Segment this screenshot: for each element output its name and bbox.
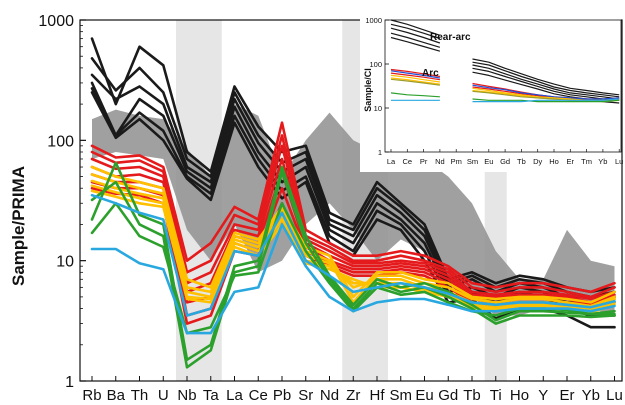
main-series-line-3 xyxy=(90,81,616,304)
main-x-tick-label: Eu xyxy=(415,387,433,404)
inset-series-line-12 xyxy=(391,98,620,103)
main-x-tick-label: Ta xyxy=(203,387,220,404)
main-series-line-7 xyxy=(90,134,616,299)
main-x-tick-label: Gd xyxy=(438,387,458,404)
main-series-line-6 xyxy=(90,121,616,294)
main-x-tick-label: Sr xyxy=(298,387,313,404)
main-x-tick-label: Rb xyxy=(82,387,101,404)
main-x-tick-label: Zr xyxy=(346,387,360,404)
main-series-line-21 xyxy=(90,223,616,335)
main-x-tick-label: Nb xyxy=(177,387,196,404)
main-series-line-18 xyxy=(90,170,616,369)
inset-x-tick-label: Er xyxy=(567,157,575,166)
inset-x-tick-label: Ce xyxy=(403,157,413,166)
main-y-tick-label: 1000 xyxy=(38,13,74,30)
inset-y-tick-label: 1000 xyxy=(365,16,382,25)
main-y-axis-label: Sample/PRIMA xyxy=(9,166,28,286)
inset-x-tick-label: Yb xyxy=(598,157,607,166)
main-series-line-1 xyxy=(90,57,616,299)
inset-y-axis-label: Sample/CI xyxy=(363,68,373,112)
inset-chart: 1 10 100 1000 La Ce Pr Nd Pm Sm Eu Gd Tb Dy Ho Er Tm Yb Lu… xyxy=(360,16,623,172)
main-x-tick-label: Yb xyxy=(582,387,600,404)
main-series-line-22 xyxy=(90,193,616,317)
inset-x-tick-label: Nd xyxy=(435,157,445,166)
main-series-line-2 xyxy=(90,73,616,299)
inset-x-tick-label: Sm xyxy=(467,157,478,166)
inset-y-tick-label: 1 xyxy=(378,148,382,157)
main-y-tick-label: 100 xyxy=(47,133,74,150)
main-y-tick-label: 1 xyxy=(65,374,74,391)
main-series-group xyxy=(90,37,616,369)
inset-x-tick-label: Tm xyxy=(581,157,592,166)
inset-x-tick-label: Pm xyxy=(451,157,462,166)
main-x-tick-label: La xyxy=(226,387,243,404)
inset-x-tick-label: Eu xyxy=(484,157,493,166)
inset-axes: 1 10 100 1000 La Ce Pr Nd Pm Sm Eu Gd Tb Dy Ho Er Tm Yb Lu xyxy=(365,16,623,166)
inset-y-tick-label: 10 xyxy=(374,104,382,113)
annotation-rear-arc: Rear-arc xyxy=(430,32,471,43)
inset-series-line-2 xyxy=(390,27,620,100)
inset-x-tick-label: La xyxy=(387,157,396,166)
inset-series-line-3 xyxy=(390,32,620,101)
main-x-tick-label: Ba xyxy=(107,387,126,404)
inset-x-tick-label: Gd xyxy=(500,157,510,166)
main-x-tick-label: Ce xyxy=(249,387,268,404)
main-series-line-13 xyxy=(90,165,616,304)
inset-series-line-7 xyxy=(390,70,620,100)
inset-x-tick-label: Lu xyxy=(615,157,623,166)
inset-series-line-11 xyxy=(390,92,620,103)
main-x-tick-label: Tb xyxy=(463,387,481,404)
main-y-tick-label: 10 xyxy=(56,254,74,271)
main-x-tick-label: Er xyxy=(560,387,575,404)
main-x-tick-label: Pb xyxy=(273,387,291,404)
main-series-line-17 xyxy=(90,189,616,314)
inset-x-tick-label: Tb xyxy=(517,157,526,166)
main-x-tick-label: Sm xyxy=(390,387,413,404)
annotation-arc: Arc xyxy=(422,68,439,79)
main-x-tick-label: Lu xyxy=(606,387,623,404)
main-plot-frame xyxy=(79,19,623,382)
main-x-tick-label: Nd xyxy=(320,387,339,404)
inset-x-tick-label: Pr xyxy=(420,157,428,166)
inset-series-group xyxy=(390,19,620,104)
main-x-tick-label: Ho xyxy=(510,387,529,404)
main-x-tick-label: Y xyxy=(538,387,548,404)
inset-series-line-1 xyxy=(390,23,620,98)
main-x-tick-label: Ti xyxy=(490,387,502,404)
main-series-line-0 xyxy=(90,37,616,294)
inset-series-line-0 xyxy=(390,19,620,96)
main-x-tick-label: Hf xyxy=(370,387,386,404)
inset-y-tick-label: 100 xyxy=(369,60,382,69)
inset-plot-frame xyxy=(384,19,622,153)
inset-x-tick-label: Ho xyxy=(549,157,559,166)
main-x-tick-label: Th xyxy=(131,387,149,404)
main-x-tick-label: U xyxy=(158,387,169,404)
inset-x-tick-label: Dy xyxy=(533,157,542,166)
